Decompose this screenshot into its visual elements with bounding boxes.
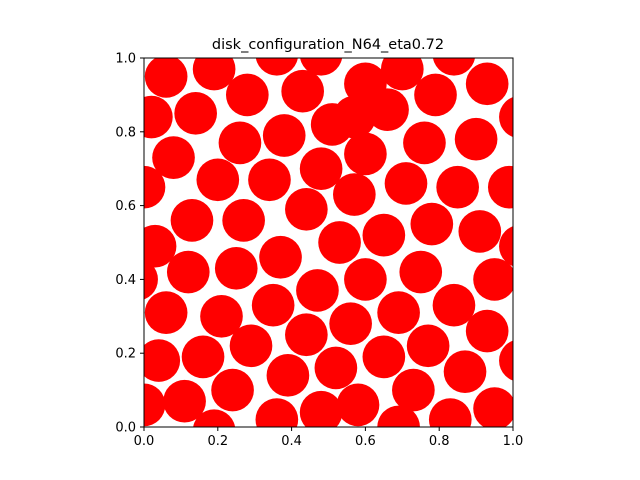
disk-1	[192, 58, 236, 91]
disk-layer	[144, 58, 513, 427]
disk-35	[144, 224, 177, 268]
disk-43	[344, 258, 387, 301]
disk-53	[432, 283, 476, 327]
disk-56	[229, 324, 273, 368]
y-axis: 0.0 0.2 0.4 0.6 0.8 1.0	[115, 52, 144, 436]
x-tick-label-0: 0.0	[134, 434, 155, 449]
disk-44	[399, 250, 443, 294]
disk-58	[314, 346, 358, 390]
disk-5	[380, 58, 424, 91]
disk-2	[255, 58, 298, 76]
y-tick-label-3: 0.6	[115, 199, 136, 214]
disk-72	[377, 405, 420, 427]
disk-16	[152, 136, 195, 179]
disk-50	[296, 269, 339, 312]
axes-frame	[143, 57, 514, 428]
disk-37	[318, 221, 361, 264]
x-tick-label-2: 0.4	[281, 434, 302, 449]
disk-62	[163, 379, 206, 423]
disk-64	[266, 354, 310, 397]
disk-31	[170, 199, 214, 242]
chart-title: disk_configuration_N64_eta0.72	[212, 37, 444, 53]
disk-61	[465, 309, 509, 353]
disk-38	[362, 213, 406, 257]
disk-74	[473, 387, 513, 427]
disk-3	[300, 58, 343, 76]
disk-15	[499, 97, 513, 138]
disk-69	[144, 383, 166, 427]
disk-66	[392, 368, 435, 412]
x-tick-label-5: 1.0	[503, 434, 524, 449]
disk-70	[255, 398, 299, 427]
disk-6	[432, 58, 475, 76]
x-axis: 0.0 0.2 0.4 0.6 0.8 1.0	[134, 427, 524, 449]
y-tick-label-0: 0.0	[115, 421, 136, 436]
disk-75	[193, 409, 236, 427]
disk-67	[443, 350, 487, 393]
disk-13	[414, 73, 457, 117]
x-tick-label-1: 0.2	[207, 434, 228, 449]
disk-51	[329, 302, 372, 346]
disk-47	[144, 291, 188, 334]
disk-8	[174, 92, 217, 135]
y-tick-label-2: 0.4	[115, 273, 136, 288]
disk-45	[473, 258, 513, 301]
disk-52	[377, 291, 420, 334]
x-tick-label-3: 0.6	[355, 434, 376, 449]
disk-65	[336, 383, 380, 427]
disk-17	[218, 121, 262, 165]
disk-59	[362, 335, 406, 379]
disk-7	[144, 95, 173, 139]
disk-46	[144, 259, 158, 300]
disk-60	[406, 324, 450, 368]
disk-36	[259, 235, 302, 279]
disk-20	[344, 132, 387, 176]
disk-54	[144, 339, 181, 382]
disk-33	[285, 187, 328, 231]
disk-73	[428, 398, 472, 427]
disk-68	[499, 340, 513, 381]
disk-0	[144, 58, 188, 98]
disk-27	[333, 173, 376, 216]
y-tick-label-1: 0.2	[115, 347, 136, 362]
disk-49	[251, 283, 295, 327]
disk-26	[299, 147, 343, 191]
disk-34	[410, 202, 454, 246]
disk-25	[248, 158, 291, 202]
disk-29	[436, 165, 479, 209]
disk-48	[200, 294, 243, 338]
y-tick-label-4: 0.8	[115, 125, 136, 140]
disk-63	[211, 368, 254, 412]
disk-9	[225, 73, 269, 117]
disk-10	[281, 69, 325, 113]
disk-57	[285, 313, 328, 357]
disk-24	[196, 158, 240, 202]
disk-22	[454, 117, 498, 161]
disk-23	[144, 165, 166, 209]
disk-28	[384, 162, 428, 205]
disk-18	[262, 114, 306, 157]
disk-42	[214, 246, 258, 290]
disk-19	[310, 103, 354, 146]
disk-39	[458, 210, 502, 253]
disk-21	[403, 121, 446, 165]
disk-41	[166, 250, 210, 294]
disk-30	[487, 165, 513, 209]
disk-40	[499, 226, 513, 267]
x-tick-label-4: 0.8	[429, 434, 450, 449]
disk-12	[366, 88, 409, 131]
y-tick-label-5: 1.0	[115, 52, 136, 67]
disk-71	[299, 390, 343, 427]
disk-14	[465, 62, 509, 106]
disk-55	[181, 335, 225, 379]
disk-32	[222, 199, 265, 242]
